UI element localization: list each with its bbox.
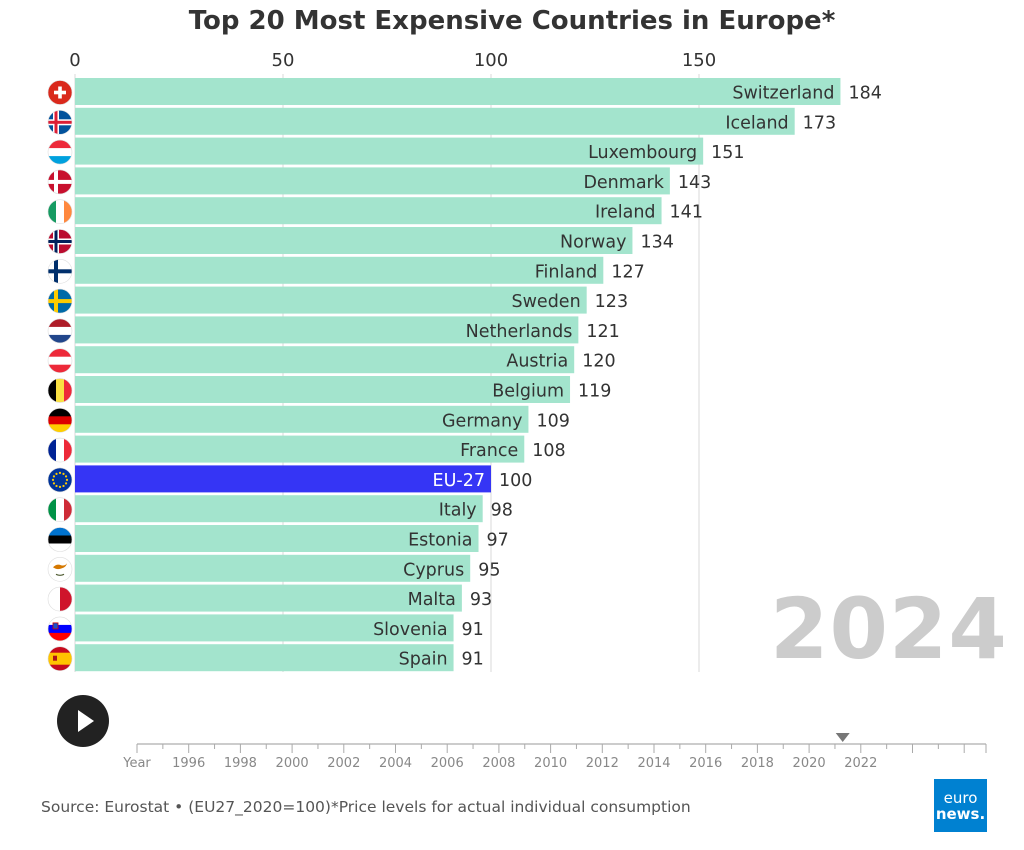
x-tick-label: 50	[272, 50, 295, 71]
bar-category-label: France	[460, 441, 518, 461]
timeline-year-label[interactable]: 2000	[276, 756, 309, 771]
bar-category-label: Finland	[535, 262, 598, 282]
timeline-year-label[interactable]: 2016	[689, 756, 722, 771]
bar-value-label: 119	[578, 382, 611, 402]
chart-title: Top 20 Most Expensive Countries in Europ…	[188, 6, 836, 36]
timeline-year-label[interactable]: 2022	[844, 756, 877, 771]
source-note: Source: Eurostat • (EU27_2020=100)*Price…	[41, 798, 691, 816]
bar-category-label: Netherlands	[466, 322, 573, 342]
bar	[75, 316, 579, 344]
bar	[75, 465, 491, 493]
timeline-year-label[interactable]: 1996	[172, 756, 205, 771]
bar-category-label: Austria	[506, 352, 568, 372]
bar	[75, 614, 454, 642]
timeline-year-label[interactable]: 2008	[482, 756, 515, 771]
timeline-year-label[interactable]: 2006	[431, 756, 464, 771]
bar-category-label: Sweden	[512, 292, 581, 312]
bar	[75, 78, 841, 105]
bar	[75, 137, 704, 165]
bar-value-label: 184	[848, 84, 881, 104]
bar	[75, 227, 633, 254]
play-button[interactable]	[57, 695, 109, 747]
timeline-marker[interactable]	[835, 733, 850, 742]
bar-value-label: 141	[670, 203, 703, 223]
bar-value-label: 143	[678, 173, 711, 193]
bar-category-label: Cyprus	[403, 560, 464, 580]
bar-value-label: 134	[640, 233, 673, 253]
bar	[75, 495, 483, 523]
bar	[75, 376, 571, 403]
bar-value-label: 127	[611, 262, 644, 282]
bar-category-label: Norway	[560, 233, 626, 253]
bar-category-label: Slovenia	[373, 620, 447, 640]
x-tick-label: 100	[474, 50, 508, 71]
bar-value-label: 91	[462, 650, 484, 670]
bar-category-label: Denmark	[583, 173, 664, 193]
bar-value-label: 151	[711, 143, 744, 163]
euronews-logo: euro news.	[934, 779, 987, 832]
bar	[75, 584, 462, 612]
bar	[75, 644, 454, 672]
x-tick-label: 0	[69, 50, 80, 71]
bar-value-label: 95	[478, 560, 500, 580]
bar-category-label: Belgium	[492, 382, 564, 402]
timeline-year-label[interactable]: 1998	[224, 756, 257, 771]
bar-category-label: Luxembourg	[588, 143, 697, 163]
bar-value-label: 123	[595, 292, 628, 312]
bar	[75, 346, 575, 374]
bar	[75, 405, 529, 433]
bar-category-label: Switzerland	[732, 84, 834, 104]
play-icon	[78, 710, 94, 732]
timeline-year-label[interactable]: Year	[122, 756, 151, 771]
bar	[75, 197, 662, 225]
bar-value-label: 93	[470, 590, 492, 610]
timeline-year-label[interactable]: 2012	[586, 756, 619, 771]
bar-value-label: 91	[462, 620, 484, 640]
bar	[75, 107, 795, 135]
timeline-year-label[interactable]: 2014	[637, 756, 670, 771]
timeline-year-label[interactable]: 2002	[327, 756, 360, 771]
timeline-year-label[interactable]: 2020	[793, 756, 826, 771]
current-year-label: 2024	[770, 580, 1008, 678]
bar	[75, 554, 471, 582]
bar-value-label: 121	[586, 322, 619, 342]
bar-value-label: 108	[532, 441, 565, 461]
bar-category-label: Estonia	[408, 531, 472, 551]
bar-value-label: 98	[491, 501, 513, 521]
bar-category-label: Malta	[408, 590, 456, 610]
bar	[75, 435, 525, 463]
bar-value-label: 100	[499, 471, 532, 491]
logo-line-1: euro	[943, 789, 978, 807]
bar	[75, 256, 604, 284]
bar-value-label: 109	[536, 411, 569, 431]
timeline-year-label[interactable]: 2018	[741, 756, 774, 771]
x-tick-label: 150	[682, 50, 716, 71]
bar-category-label: EU-27	[433, 471, 485, 491]
logo-line-2: news.	[935, 805, 986, 823]
bar-category-label: Iceland	[725, 113, 788, 133]
bar	[75, 167, 670, 195]
bar	[75, 525, 479, 552]
bar-value-label: 120	[582, 352, 615, 372]
bar-category-label: Spain	[399, 650, 448, 670]
timeline-year-label[interactable]: 2004	[379, 756, 412, 771]
bar-value-label: 173	[803, 113, 836, 133]
timeline-year-label[interactable]: 2010	[534, 756, 567, 771]
bar-category-label: Germany	[442, 411, 522, 431]
bar	[75, 286, 587, 314]
bar-value-label: 97	[487, 531, 509, 551]
bar-category-label: Ireland	[595, 203, 656, 223]
bar-category-label: Italy	[439, 501, 477, 521]
